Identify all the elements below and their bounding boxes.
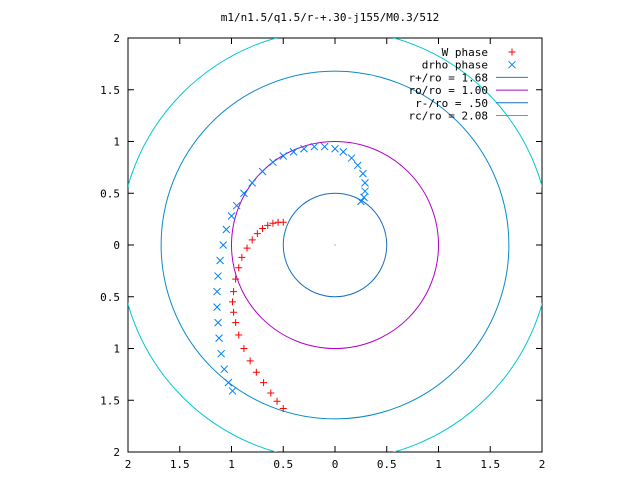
drho-phase-point (214, 318, 222, 327)
x-tick-label: 0.5 (273, 458, 293, 471)
drho-phase-point (215, 334, 223, 343)
legend-label: rc/ro = 2.08 (409, 110, 488, 123)
drho-phase-point (359, 169, 367, 178)
drho-phase-point (240, 189, 248, 198)
drho-phase-point (300, 144, 308, 153)
w-phase-point (259, 224, 267, 232)
legend-label: r-/ro = .50 (415, 97, 488, 110)
w-phase-point (274, 218, 282, 226)
w-phase-point (240, 345, 248, 352)
w-phase-point (279, 405, 287, 413)
drho-phase-point (269, 158, 277, 167)
drho-phase-point (289, 147, 298, 156)
w-phase-point (235, 331, 243, 339)
w-phase-point (232, 275, 240, 283)
reference-circle (231, 141, 439, 349)
chart-title: m1/n1.5/q1.5/r-+.30-j155/M0.3/512 (221, 11, 440, 24)
drho-phase-point (216, 256, 224, 265)
y-tick-label: 0.5 (100, 187, 120, 200)
x-tick-label: 1.5 (170, 458, 190, 471)
drho-phase-point (347, 154, 356, 162)
w-phase-point (273, 397, 281, 405)
drho-phase-point (228, 387, 237, 395)
reference-circles (128, 38, 542, 452)
drho-phase-point (232, 201, 241, 210)
drho-phase-point (357, 197, 365, 206)
y-tick-label: 1 (113, 136, 120, 149)
x-tick-label: 0 (332, 458, 339, 471)
drho-phase-point (310, 142, 319, 151)
w-phase-point (229, 298, 237, 306)
w-phase-point (260, 379, 268, 387)
w-phase-point (230, 308, 238, 316)
y-tick-label: 2 (113, 446, 120, 459)
legend-marker (508, 60, 516, 69)
legend-marker (508, 48, 516, 56)
w-phase-point (238, 253, 246, 261)
drho-phase-point (220, 365, 229, 374)
center-dot (334, 244, 336, 246)
legend-label: W phase (442, 46, 488, 59)
drho-phase-point (360, 193, 368, 202)
reference-circle (282, 192, 388, 298)
drho-phase-point (353, 161, 362, 170)
x-tick-label: 1 (435, 458, 442, 471)
drho-phase-point (279, 152, 288, 160)
drho-phase-point (361, 187, 369, 196)
drho-phase-point (227, 212, 236, 220)
w-phase-point (264, 221, 272, 229)
w-phase-point (267, 389, 275, 397)
legend-label: r+/ro = 1.68 (409, 71, 488, 84)
drho-phase-point (258, 167, 267, 176)
drho-phase-point (222, 225, 231, 234)
drho-phase-point (214, 272, 222, 280)
drho-phase-point (320, 142, 329, 151)
w-phase-point (235, 264, 243, 272)
reference-circle (160, 70, 510, 420)
w-phase-point (230, 288, 238, 296)
drho-phase-point (339, 147, 348, 156)
drho-phase-point (361, 179, 369, 187)
x-tick-label: 2 (125, 458, 132, 471)
w-phase-point (252, 368, 260, 376)
w-phase-point (243, 244, 251, 252)
w-phase-point (269, 219, 277, 227)
drho-phase-point (213, 287, 221, 296)
y-tick-label: 0.5 (100, 291, 120, 304)
w-phase-point (232, 319, 240, 327)
drho-phase-point (217, 349, 226, 358)
axis-ticks: 2 1.5 1 0.5 0 0.5 1 1.5 221.510.500.511.52 (100, 32, 545, 471)
drho-phase-point (331, 144, 339, 153)
y-tick-label: 2 (113, 32, 120, 45)
drho-phase-point (213, 303, 221, 311)
x-tick-label: 1.5 (480, 458, 500, 471)
x-tick-label: 0.5 (377, 458, 397, 471)
drho-phase-point (248, 179, 257, 187)
y-tick-label: 1.5 (100, 84, 120, 97)
w-phase-point (253, 230, 261, 238)
y-tick-label: 0 (113, 239, 120, 252)
x-tick-label: 2 (539, 458, 546, 471)
x-tick-label: 1 (228, 458, 235, 471)
y-tick-label: 1 (113, 343, 120, 356)
y-tick-label: 1.5 (100, 394, 120, 407)
drho-phase-point (219, 241, 228, 249)
drho-phase-point (224, 378, 233, 387)
w-phase-point (248, 236, 256, 244)
legend-label: drho phase (422, 59, 488, 72)
legend-label: ro/ro = 1.00 (409, 84, 488, 97)
phase-points (213, 142, 369, 413)
w-phase-point (246, 357, 254, 365)
